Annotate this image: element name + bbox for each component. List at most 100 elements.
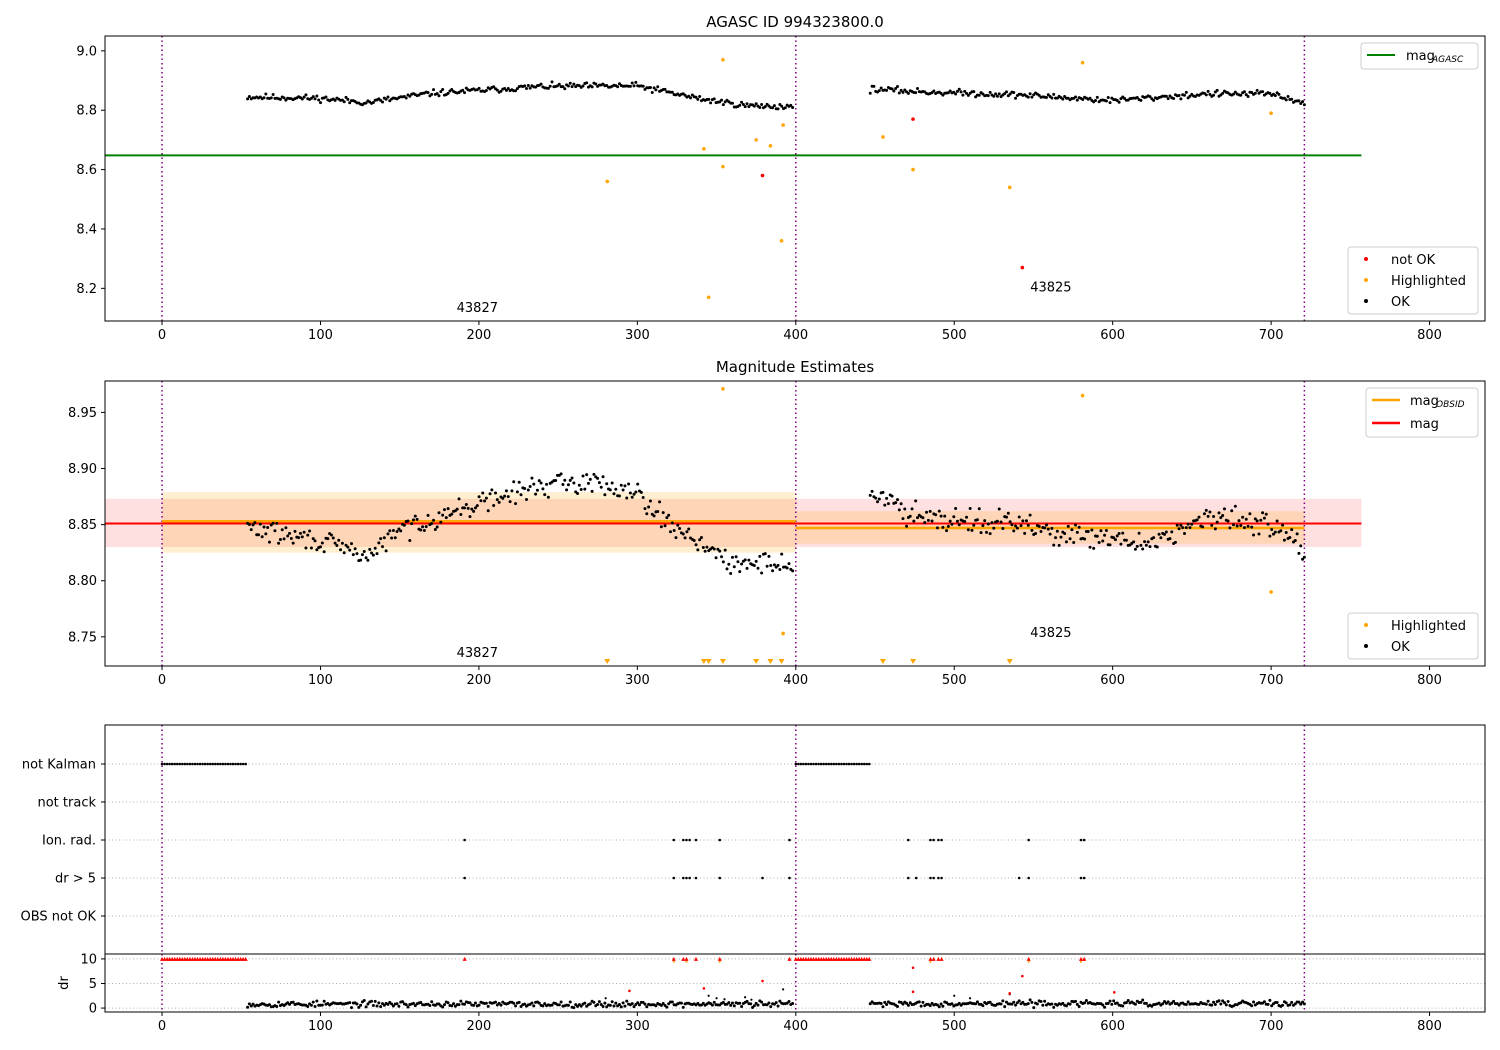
flag-point xyxy=(804,762,808,766)
ok-point xyxy=(672,529,676,533)
ok-point xyxy=(1273,530,1277,534)
ok-point xyxy=(1161,1002,1165,1006)
ok-point xyxy=(494,1000,498,1004)
flag-point xyxy=(840,762,843,766)
ok-point xyxy=(758,554,762,558)
clipped-dr-marker xyxy=(803,956,808,961)
ok-point xyxy=(1170,530,1174,534)
top-title: AGASC ID 994323800.0 xyxy=(706,13,884,31)
ok-point xyxy=(253,521,257,525)
ok-point xyxy=(974,1002,978,1006)
x-tick-label: 700 xyxy=(1259,673,1284,688)
ok-point xyxy=(277,541,281,545)
clipped-dr-marker xyxy=(939,956,944,961)
ok-point xyxy=(883,503,887,507)
ok-point xyxy=(776,563,780,567)
ok-point xyxy=(1301,100,1305,104)
offscale-marker xyxy=(1006,659,1013,664)
ok-point xyxy=(411,1001,415,1005)
ok-point xyxy=(1210,523,1214,527)
ok-point xyxy=(450,1004,454,1008)
highlighted-point xyxy=(1007,185,1012,190)
ok-point xyxy=(995,94,999,98)
y-tick-label: 8.90 xyxy=(68,462,97,477)
x-tick-label: 100 xyxy=(308,673,333,688)
ok-point xyxy=(1266,1002,1270,1006)
ok-point xyxy=(608,1003,612,1007)
ok-point xyxy=(970,528,974,532)
ok-point xyxy=(1083,537,1087,541)
clipped-dr-marker xyxy=(936,956,941,961)
ok-point xyxy=(362,549,366,553)
clipped-dr-marker xyxy=(228,956,233,961)
ok-point xyxy=(514,502,518,506)
ok-point xyxy=(1293,539,1297,543)
ok-point xyxy=(286,534,290,538)
ok-point xyxy=(1206,514,1210,518)
ok-point xyxy=(247,94,251,98)
flag-point xyxy=(188,762,192,766)
ok-point xyxy=(1284,1001,1288,1005)
ok-point xyxy=(346,545,350,549)
ok-point xyxy=(876,500,880,504)
flag-point xyxy=(463,876,466,880)
flag-row-label: Ion. rad. xyxy=(42,834,96,849)
ok-point xyxy=(1204,1002,1208,1006)
ok-point xyxy=(601,1004,605,1008)
ok-point xyxy=(1246,94,1250,98)
ok-point xyxy=(769,563,773,567)
ok-point xyxy=(262,525,266,529)
ok-point xyxy=(313,1004,317,1008)
ok-point xyxy=(481,491,485,495)
ok-point xyxy=(322,999,326,1003)
ok-point xyxy=(342,100,346,104)
clipped-dr-marker xyxy=(841,956,846,961)
ok-point xyxy=(879,86,883,90)
ok-point xyxy=(517,1000,521,1004)
flag-point xyxy=(807,762,810,766)
ok-point xyxy=(721,103,725,107)
clipped-dr-marker xyxy=(210,956,215,961)
ok-point xyxy=(1014,96,1018,100)
offscale-marker xyxy=(604,659,611,664)
dr-highlighted-point xyxy=(929,960,932,963)
ok-point xyxy=(524,497,528,501)
flag-point xyxy=(160,762,164,766)
ok-point xyxy=(689,96,693,100)
ok-point xyxy=(288,1002,292,1006)
ok-point xyxy=(1224,1003,1228,1007)
ok-point xyxy=(1075,1002,1079,1006)
ok-point xyxy=(926,518,930,522)
clipped-dr-marker xyxy=(862,956,867,961)
ok-point xyxy=(681,1005,685,1009)
flag-point xyxy=(940,838,943,842)
ok-point xyxy=(504,489,508,493)
ok-point xyxy=(566,84,570,88)
highlighted-point xyxy=(721,164,725,169)
ok-point xyxy=(497,500,501,504)
ok-point xyxy=(968,506,972,510)
dr-point xyxy=(715,997,718,1000)
flag-point xyxy=(181,762,184,766)
ok-point xyxy=(1172,97,1176,101)
x-tick-label: 300 xyxy=(625,673,650,688)
clipped-dr-marker xyxy=(195,956,200,961)
ok-point xyxy=(988,90,992,94)
flag-point xyxy=(845,762,848,766)
ok-point xyxy=(901,90,905,94)
ok-point xyxy=(251,523,255,527)
ok-point xyxy=(674,536,678,540)
ok-point xyxy=(588,477,592,481)
ok-point xyxy=(935,526,939,530)
ok-point xyxy=(634,490,638,494)
ok-point xyxy=(1037,93,1041,97)
ok-point xyxy=(1239,524,1243,528)
ok-point xyxy=(1188,526,1192,530)
ok-point xyxy=(1253,91,1257,95)
ok-point xyxy=(630,495,634,499)
ok-point xyxy=(1039,999,1043,1003)
ok-point xyxy=(714,556,718,560)
ok-point xyxy=(972,90,976,94)
ok-point xyxy=(738,103,742,107)
highlighted-point xyxy=(754,138,758,142)
